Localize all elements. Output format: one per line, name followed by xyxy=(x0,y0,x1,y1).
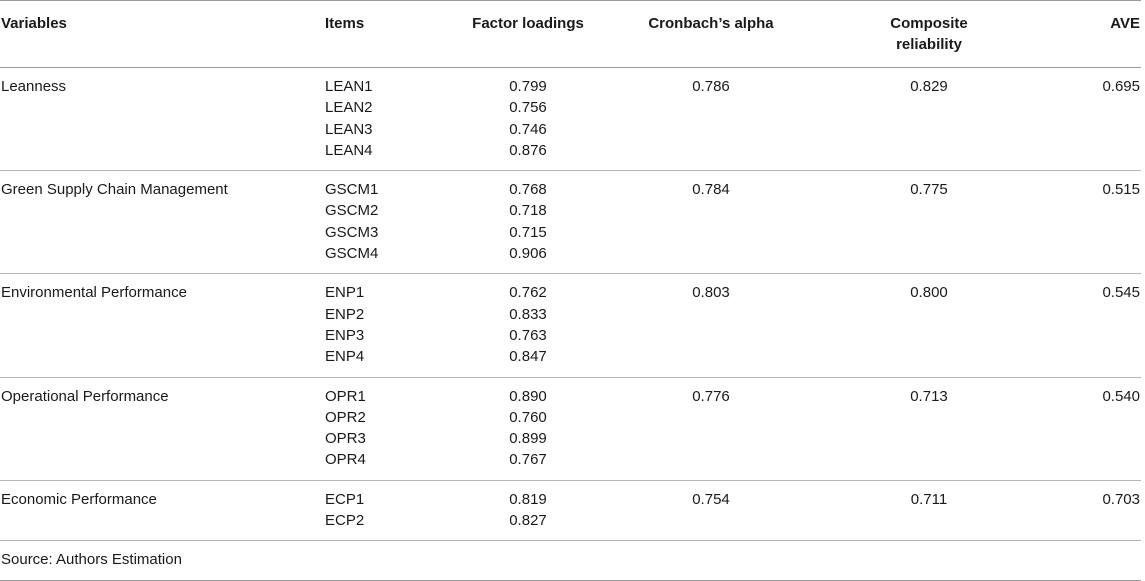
item-code: GSCM4 xyxy=(325,245,379,263)
loading-value: 0.847 xyxy=(509,348,547,366)
loading-value: 0.890 xyxy=(509,387,547,405)
loading-value: 0.763 xyxy=(509,326,547,344)
cronbach-value: 0.786 xyxy=(692,78,730,95)
composite-value: 0.713 xyxy=(910,387,948,405)
header-cronbach-alpha: Cronbach’s alpha xyxy=(648,15,774,32)
variable-name: Green Supply Chain Management xyxy=(1,181,228,199)
header-ave: AVE xyxy=(1110,15,1140,32)
cronbach-value: 0.803 xyxy=(692,284,730,302)
loading-value: 0.762 xyxy=(509,284,547,302)
item-code: GSCM2 xyxy=(325,202,379,220)
loading-list: 0.799 0.756 0.746 0.876 xyxy=(450,68,606,171)
loading-value: 0.756 xyxy=(509,99,547,117)
header-composite-reliability: Composite reliability xyxy=(816,1,1042,68)
ave-value: 0.695 xyxy=(1102,78,1140,95)
source-note: Source: Authors Estimation xyxy=(0,540,1141,581)
item-code: OPR3 xyxy=(325,430,366,448)
item-code: LEAN2 xyxy=(325,99,373,117)
header-row: Variables Items Factor loadings Cronbach… xyxy=(0,0,1141,68)
item-code: OPR4 xyxy=(325,451,366,469)
composite-value: 0.711 xyxy=(910,490,948,508)
loading-list: 0.890 0.760 0.899 0.767 xyxy=(450,377,606,480)
loading-value: 0.767 xyxy=(509,451,547,469)
item-code: LEAN3 xyxy=(325,120,373,138)
item-code: GSCM3 xyxy=(325,223,379,241)
loading-value: 0.718 xyxy=(509,202,547,220)
header-items: Items xyxy=(325,15,365,32)
loading-value: 0.768 xyxy=(509,181,547,199)
loading-value: 0.799 xyxy=(509,78,547,95)
variable-name: Operational Performance xyxy=(1,387,169,405)
loading-value: 0.827 xyxy=(509,512,547,530)
item-list: OPR1 OPR2 OPR3 OPR4 xyxy=(324,377,450,480)
loading-list: 0.768 0.718 0.715 0.906 xyxy=(450,171,606,274)
item-code: LEAN4 xyxy=(325,141,373,159)
header-composite-line1: Composite xyxy=(890,15,968,32)
item-code: ECP1 xyxy=(325,490,365,508)
ave-value: 0.540 xyxy=(1102,387,1140,405)
ave-value: 0.703 xyxy=(1102,490,1140,508)
loading-value: 0.876 xyxy=(509,141,547,159)
header-composite-line2: reliability xyxy=(896,36,962,53)
loading-value: 0.906 xyxy=(509,245,547,263)
item-code: LEAN1 xyxy=(325,78,373,95)
item-code: GSCM1 xyxy=(325,181,379,199)
item-list: ECP1 ECP2 xyxy=(324,480,450,541)
loading-value: 0.715 xyxy=(509,223,547,241)
table-row: Economic Performance ECP1 ECP2 0.819 0.8… xyxy=(0,480,1141,541)
item-code: OPR2 xyxy=(325,408,366,426)
loading-list: 0.819 0.827 xyxy=(450,480,606,541)
item-code: ENP3 xyxy=(325,326,365,344)
loading-value: 0.746 xyxy=(509,120,547,138)
cronbach-value: 0.776 xyxy=(692,387,730,405)
item-list: LEAN1 LEAN2 LEAN3 LEAN4 xyxy=(324,68,450,171)
variable-name: Economic Performance xyxy=(1,490,157,508)
item-code: ENP4 xyxy=(325,348,365,366)
header-factor-loadings: Factor loadings xyxy=(472,15,584,32)
table-row: Leanness LEAN1 LEAN2 LEAN3 LEAN4 0.799 0… xyxy=(0,68,1141,171)
loading-value: 0.833 xyxy=(509,305,547,323)
loading-value: 0.899 xyxy=(509,430,547,448)
item-code: ENP2 xyxy=(325,305,365,323)
ave-value: 0.545 xyxy=(1102,284,1140,302)
item-code: ENP1 xyxy=(325,284,365,302)
cronbach-value: 0.784 xyxy=(692,181,730,199)
loading-value: 0.819 xyxy=(509,490,547,508)
ave-value: 0.515 xyxy=(1102,181,1140,199)
composite-value: 0.800 xyxy=(910,284,948,302)
item-list: GSCM1 GSCM2 GSCM3 GSCM4 xyxy=(324,171,450,274)
header-variables: Variables xyxy=(1,15,67,32)
variable-name: Environmental Performance xyxy=(1,284,187,302)
table-row: Operational Performance OPR1 OPR2 OPR3 O… xyxy=(0,377,1141,481)
source-row: Source: Authors Estimation xyxy=(0,540,1141,581)
item-code: ECP2 xyxy=(325,512,365,530)
loading-list: 0.762 0.833 0.763 0.847 xyxy=(450,274,606,377)
table-row: Environmental Performance ENP1 ENP2 ENP3… xyxy=(0,274,1141,378)
composite-value: 0.829 xyxy=(910,78,948,95)
cronbach-value: 0.754 xyxy=(692,490,730,508)
table-row: Green Supply Chain Management GSCM1 GSCM… xyxy=(0,171,1141,274)
item-list: ENP1 ENP2 ENP3 ENP4 xyxy=(324,274,450,377)
variable-name: Leanness xyxy=(1,78,67,95)
composite-value: 0.775 xyxy=(910,181,948,199)
loading-value: 0.760 xyxy=(509,408,547,426)
item-code: OPR1 xyxy=(325,387,366,405)
